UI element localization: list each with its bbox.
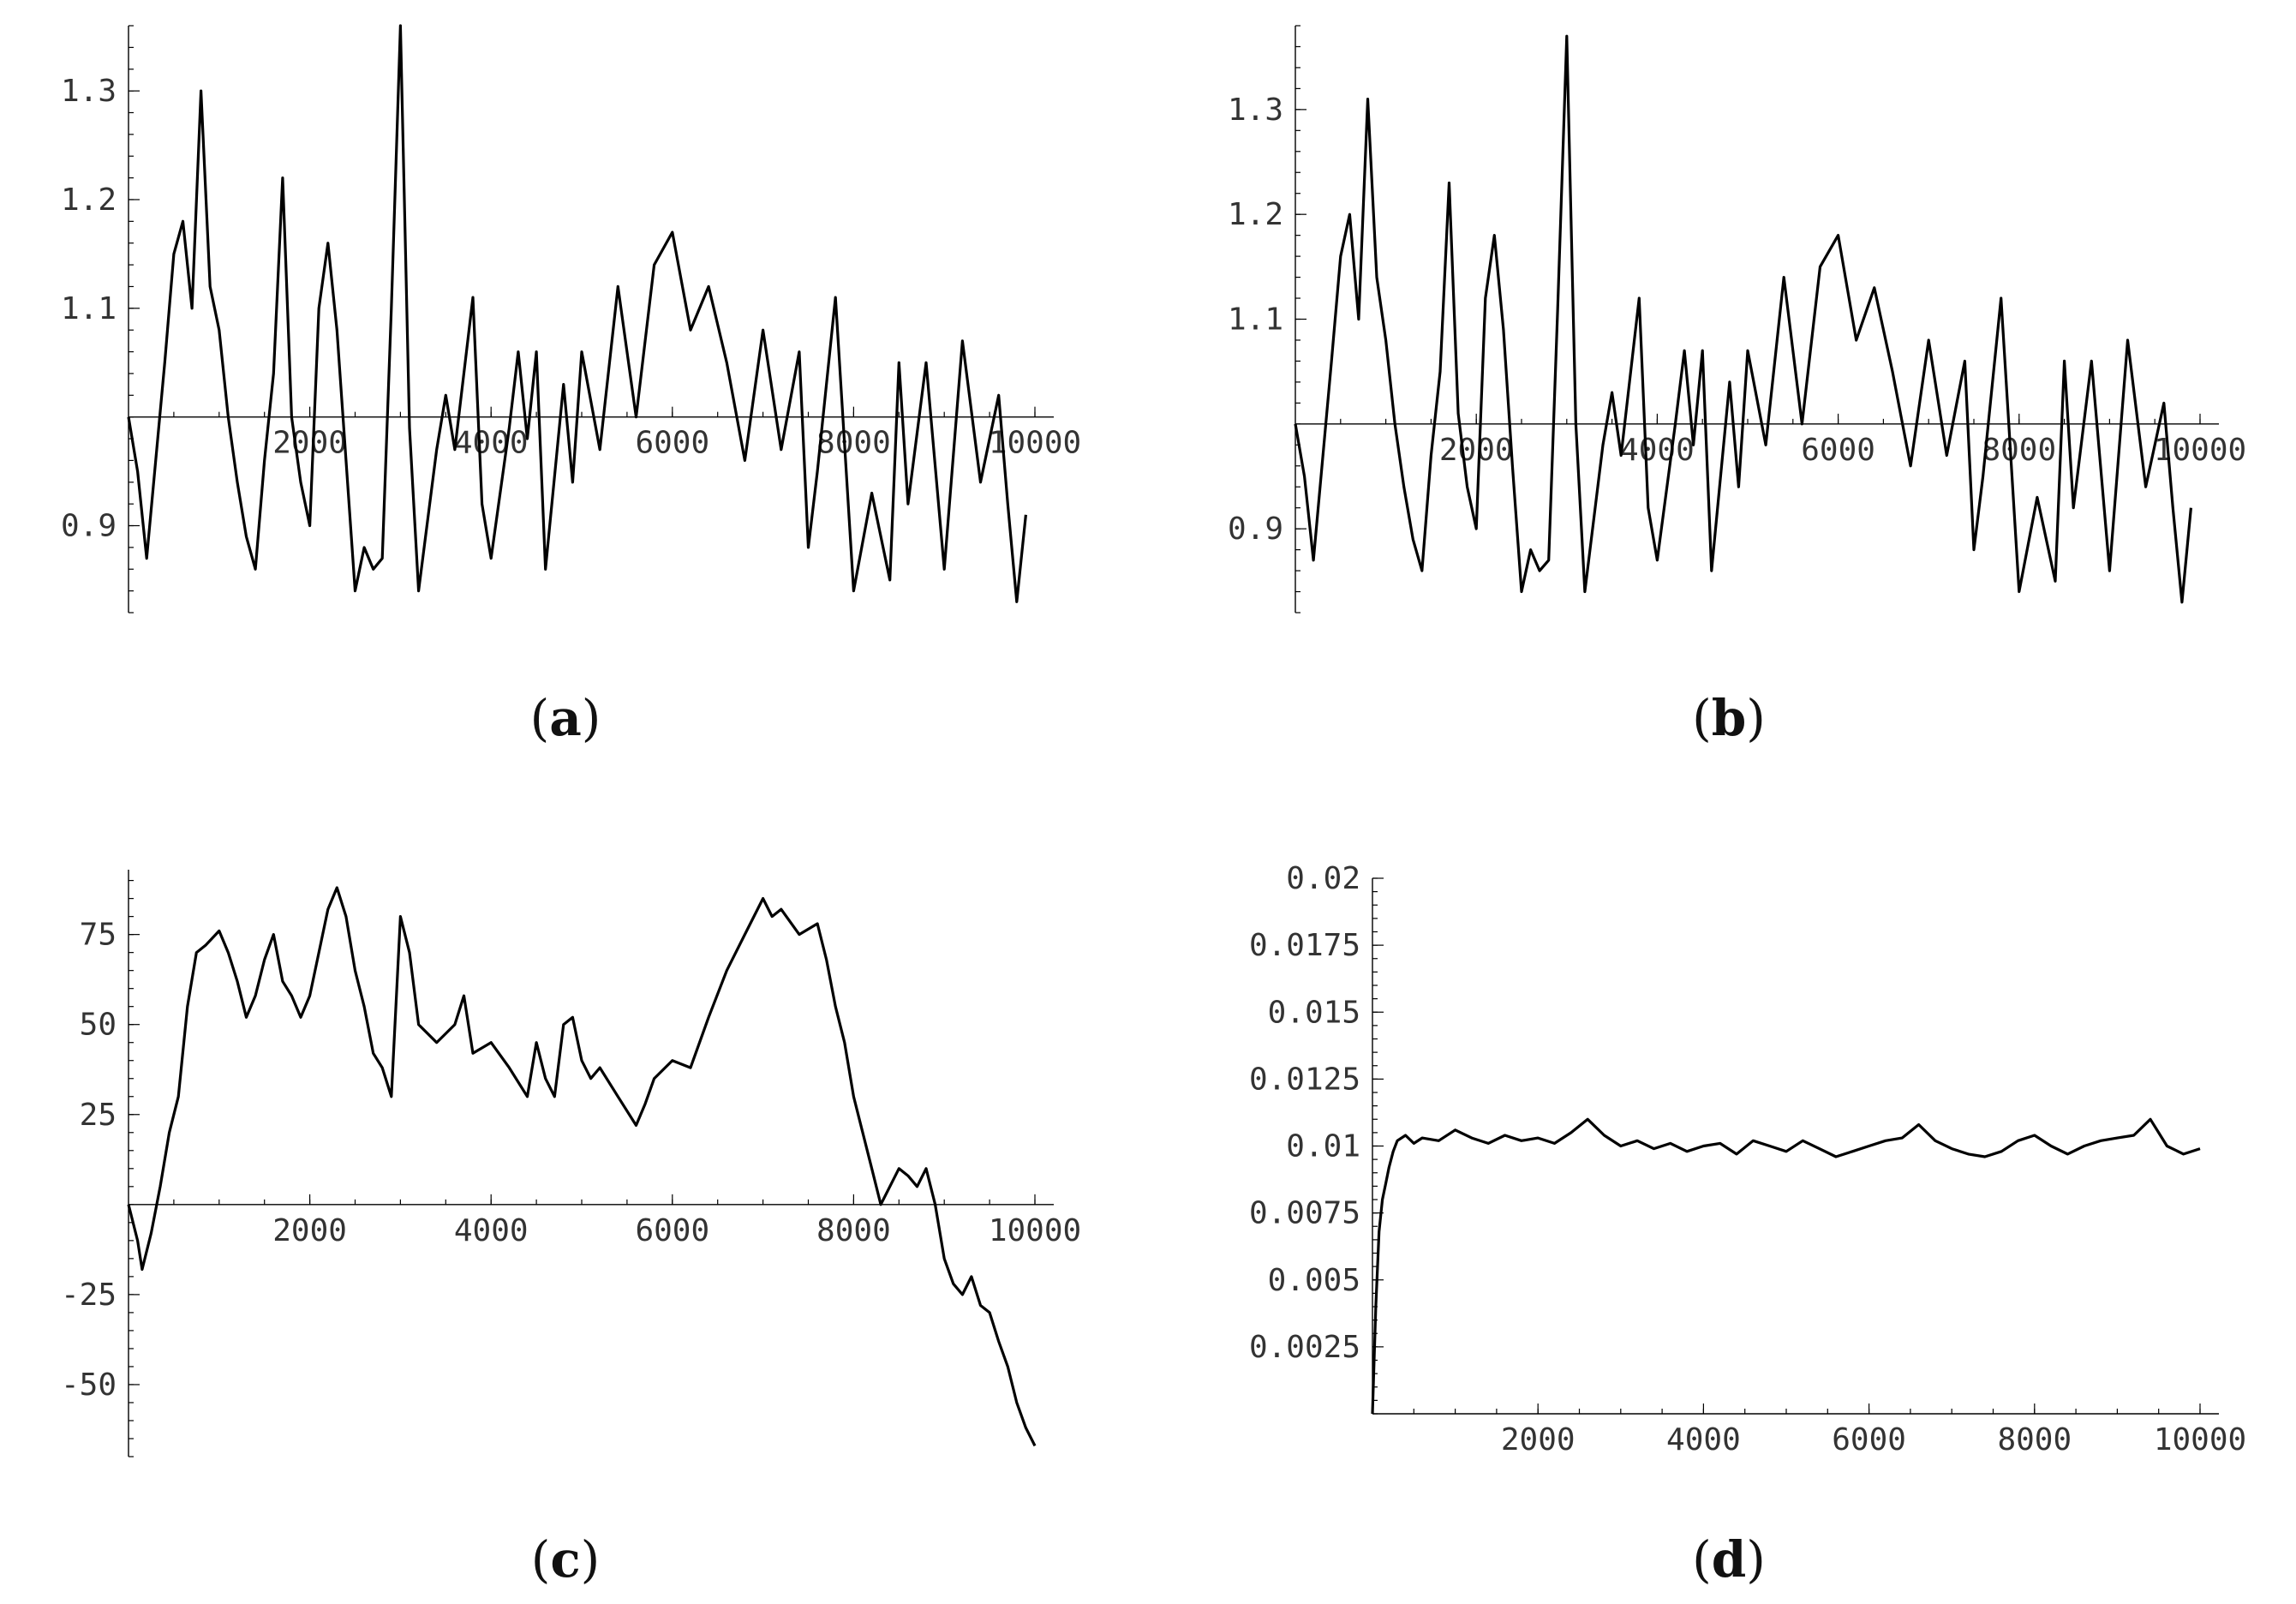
y-tick-label: 1.3 — [1228, 93, 1283, 128]
y-tick-label: 1.1 — [1228, 302, 1283, 338]
panel-label: (d) — [1692, 1530, 1766, 1589]
x-tick-label: 8000 — [816, 426, 891, 461]
x-tick-label: 2000 — [1501, 1422, 1576, 1457]
y-tick-label: 1.1 — [61, 291, 117, 326]
series-line — [1294, 34, 2192, 604]
x-tick-label: 10000 — [2154, 1422, 2246, 1457]
x-tick-label: 8000 — [816, 1213, 891, 1248]
x-tick-label: 6000 — [1832, 1422, 1906, 1457]
y-tick-label: -25 — [61, 1278, 117, 1313]
y-tick-label: 1.2 — [1228, 197, 1283, 232]
panel-label: (c) — [531, 1530, 601, 1589]
y-tick-label: 0.0125 — [1249, 1062, 1360, 1097]
y-tick-label: 75 — [80, 918, 117, 953]
series-line — [127, 886, 1037, 1447]
y-tick-label: 0.015 — [1268, 995, 1360, 1030]
y-tick-label: 25 — [80, 1098, 117, 1133]
chart-panel-d: 0.0025 0.005 0.0075 0.01 0.0125 0.015 0.0175 0.… — [1249, 861, 2246, 1589]
y-tick-label: 0.9 — [1228, 512, 1283, 547]
chart-panel-c: -50 -25 25 50 75 2000 4000 6000 8000 10000 (c) — [61, 870, 1081, 1589]
x-tick-label: 10000 — [989, 1213, 1081, 1248]
x-tick-label: 8000 — [1997, 1422, 2072, 1457]
x-tick-label: 4000 — [1666, 1422, 1741, 1457]
x-tick-label: 6000 — [1801, 433, 1875, 468]
y-tick-label: 50 — [80, 1008, 117, 1043]
y-tick-label: 0.0175 — [1249, 928, 1360, 963]
y-tick-label: 0.01 — [1286, 1129, 1360, 1164]
x-tick-label: 8000 — [1982, 433, 2056, 468]
y-tick-label: 1.2 — [61, 183, 117, 218]
y-tick-label: 0.02 — [1286, 861, 1360, 896]
x-tick-label: 2000 — [272, 426, 347, 461]
y-tick-label: 0.0025 — [1249, 1330, 1360, 1365]
x-tick-label: 4000 — [1620, 433, 1695, 468]
panel-label: (b) — [1692, 689, 1766, 747]
series-line — [127, 24, 1027, 603]
y-tick-label: 0.005 — [1268, 1263, 1360, 1298]
y-tick-label: 0.9 — [61, 509, 117, 544]
y-tick-label: 1.3 — [61, 74, 117, 109]
series-line — [1371, 1117, 2201, 1415]
x-tick-label: 2000 — [1439, 433, 1514, 468]
y-tick-label: 0.0075 — [1249, 1196, 1360, 1231]
y-tick-label: -50 — [61, 1368, 117, 1403]
x-tick-label: 6000 — [635, 1213, 709, 1248]
x-tick-label: 4000 — [454, 426, 529, 461]
x-tick-label: 2000 — [272, 1213, 347, 1248]
x-tick-label: 6000 — [635, 426, 709, 461]
panel-label: (a) — [530, 689, 601, 747]
x-tick-label: 4000 — [454, 1213, 529, 1248]
